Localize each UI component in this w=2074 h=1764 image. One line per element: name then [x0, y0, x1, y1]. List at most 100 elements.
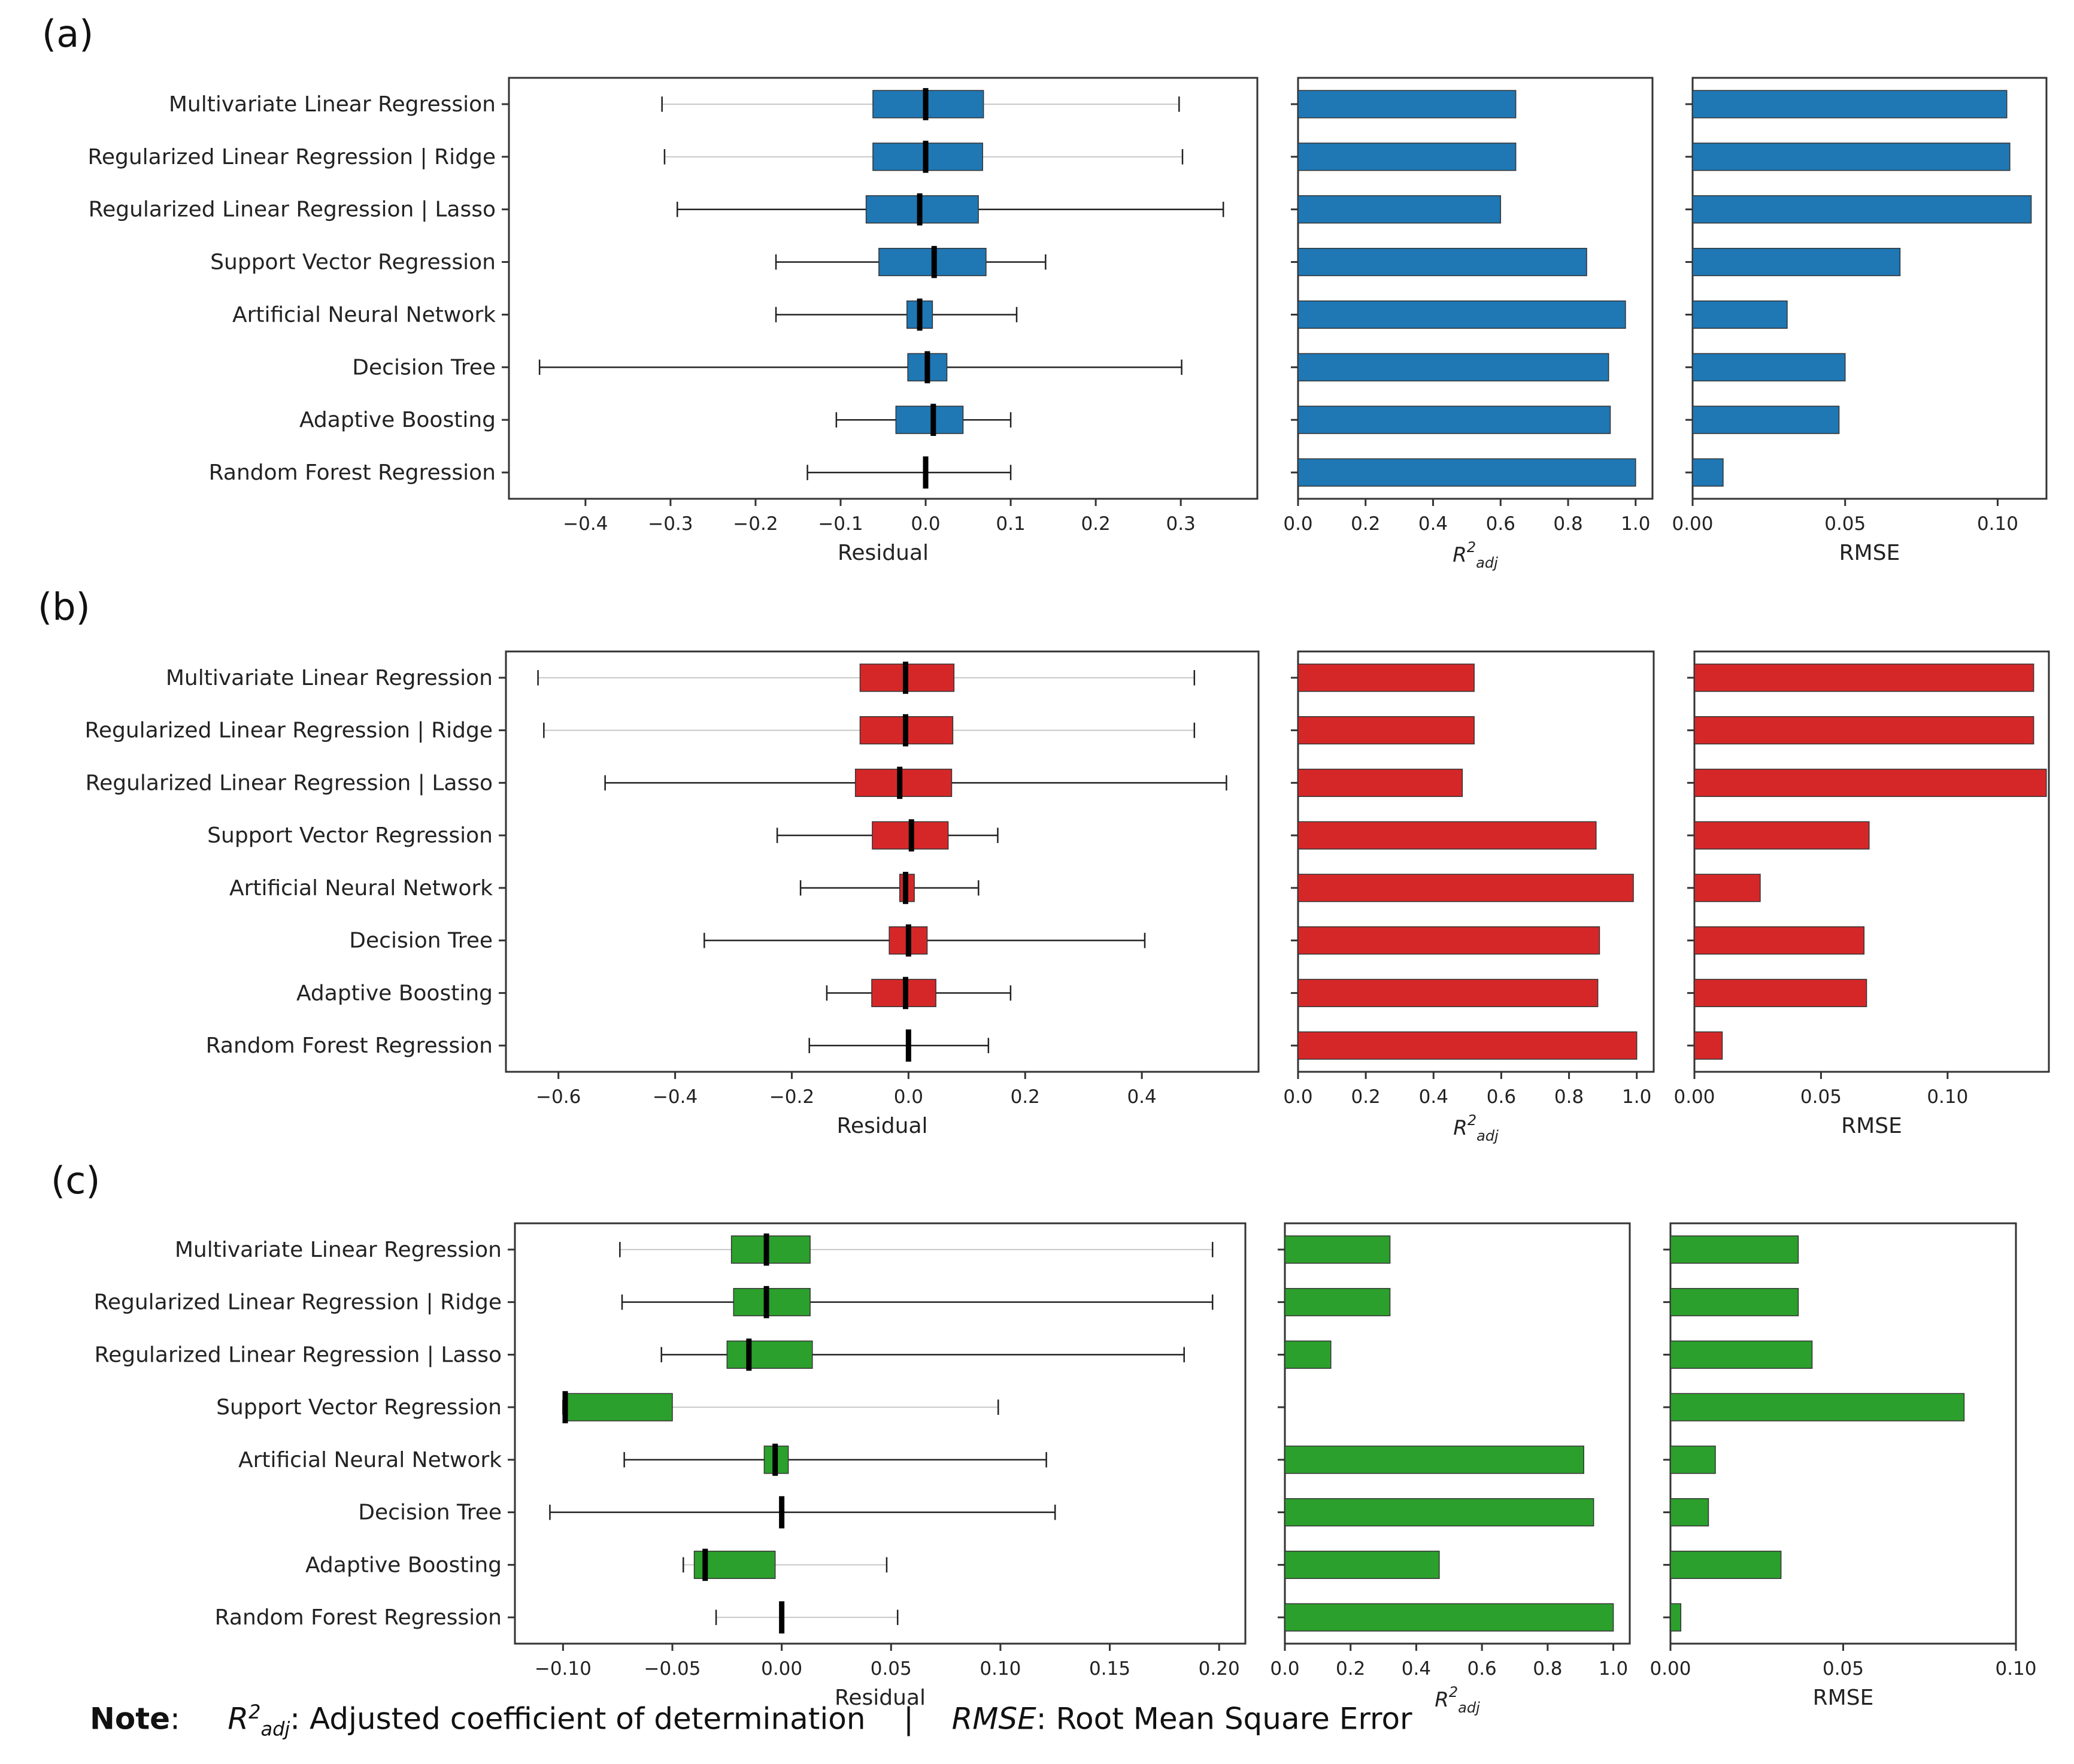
rmse-axis-title: RMSE [1839, 541, 1900, 565]
residual-axis-title: Residual [838, 541, 929, 565]
note-divider: | [903, 1701, 914, 1736]
r2-x-tick-label: 0.4 [1402, 1658, 1431, 1680]
model-label: Artificial Neural Network [229, 876, 493, 901]
rmse-bar [1670, 1445, 1716, 1474]
r2-x-tick-label: 0.4 [1419, 1086, 1448, 1108]
residual-axes-frame [514, 1222, 1247, 1645]
iqr-box [730, 1235, 811, 1264]
iqr-box [854, 768, 953, 797]
rmse-bar [1670, 1288, 1799, 1317]
residual-x-tick-label: −0.4 [653, 1086, 698, 1108]
model-label: Regularized Linear Regression | Lasso [89, 198, 496, 222]
rmse-bar [1692, 353, 1846, 381]
r2-bar [1297, 247, 1587, 277]
note-r2-superscript: 2 [248, 1701, 261, 1723]
rmse-axes-frame [1691, 77, 2048, 500]
r2-bar [1297, 768, 1463, 797]
r2-x-tick-label: 1.0 [1599, 1658, 1628, 1680]
residual-x-tick-label: 0.3 [1166, 513, 1196, 535]
r2-x-tick-label: 0.0 [1283, 1086, 1312, 1108]
note-r2-subscript: adj [260, 1717, 290, 1741]
rmse-bar [1670, 1393, 1965, 1421]
model-label: Artificial Neural Network [232, 302, 496, 327]
r2-axes-frame [1297, 650, 1655, 1073]
rmse-bar [1670, 1498, 1709, 1527]
note-rmse-text: : Root Mean Square Error [1036, 1701, 1412, 1736]
rmse-bar [1694, 1031, 1723, 1060]
panel-label: (b) [38, 585, 90, 629]
rmse-bar [1694, 821, 1870, 850]
rmse-bar [1692, 247, 1901, 277]
r2-x-tick-label: 0.6 [1467, 1658, 1496, 1680]
r2-bar [1297, 926, 1600, 955]
model-label: Random Forest Regression [206, 1033, 493, 1058]
r2-axes-frame [1284, 1222, 1631, 1645]
rmse-bar [1670, 1340, 1813, 1369]
model-label: Decision Tree [352, 355, 496, 380]
residual-x-tick-label: −0.10 [535, 1658, 592, 1680]
rmse-axes-frame [1669, 1222, 2017, 1645]
model-label: Regularized Linear Regression | Lasso [86, 771, 493, 795]
rmse-x-tick-label: 0.10 [1977, 513, 2018, 535]
rmse-x-tick-label: 0.05 [1824, 513, 1866, 535]
model-label: Multivariate Linear Regression [175, 1238, 502, 1262]
residual-axes-frame [508, 77, 1259, 500]
r2-bar [1284, 1603, 1614, 1632]
r2-bar [1297, 874, 1634, 902]
iqr-box [726, 1340, 813, 1369]
r2-x-tick-label: 0.0 [1283, 513, 1312, 535]
r2-bar [1284, 1288, 1391, 1317]
r2-x-tick-label: 0.8 [1553, 513, 1582, 535]
residual-x-tick-label: 0.2 [1081, 513, 1110, 535]
iqr-box [562, 1393, 673, 1421]
r2-x-tick-label: 0.2 [1351, 1086, 1380, 1108]
r2-x-tick-label: 1.0 [1621, 513, 1650, 535]
model-label: Support Vector Regression [207, 823, 493, 848]
model-label: Regularized Linear Regression | Ridge [93, 1290, 502, 1315]
residual-x-tick-label: 0.00 [761, 1658, 802, 1680]
residual-x-tick-label: 0.0 [911, 513, 940, 535]
rmse-bar [1670, 1550, 1782, 1579]
rmse-bar [1692, 300, 1788, 329]
residual-x-tick-label: −0.2 [769, 1086, 814, 1108]
r2-axes-frame [1297, 77, 1654, 500]
r2-bar [1297, 821, 1597, 850]
model-label: Regularized Linear Regression | Ridge [84, 719, 493, 743]
model-label: Random Forest Regression [209, 460, 496, 485]
r2-bar [1297, 353, 1609, 381]
model-label: Multivariate Linear Regression [166, 666, 493, 690]
rmse-bar [1694, 926, 1865, 955]
r2-bar [1284, 1550, 1440, 1579]
model-label: Decision Tree [358, 1501, 502, 1525]
rmse-x-tick-label: 0.10 [1995, 1658, 2036, 1680]
r2-x-tick-label: 0.0 [1270, 1658, 1299, 1680]
rmse-x-tick-label: 0.00 [1672, 513, 1713, 535]
rmse-x-tick-label: 0.10 [1927, 1086, 1968, 1108]
r2-x-tick-label: 0.2 [1351, 513, 1380, 535]
r2-x-tick-label: 0.6 [1487, 1086, 1516, 1108]
rmse-bar [1694, 716, 2034, 745]
r2-bar [1297, 300, 1626, 329]
r2-bar [1297, 716, 1475, 745]
rmse-bar [1670, 1235, 1799, 1264]
model-label: Support Vector Regression [216, 1395, 502, 1420]
rmse-bar [1692, 90, 2008, 119]
r2-bar [1297, 195, 1502, 224]
r2-bar [1297, 978, 1599, 1007]
model-label: Adaptive Boosting [299, 408, 496, 432]
model-label: Regularized Linear Regression | Lasso [95, 1342, 502, 1367]
note-label: Note [90, 1701, 171, 1736]
r2-bar [1284, 1445, 1584, 1474]
r2-x-tick-label: 0.6 [1486, 513, 1515, 535]
residual-axis-title: Residual [835, 1686, 926, 1710]
r2-axis-title: R2adj [1453, 1112, 1499, 1144]
rmse-x-tick-label: 0.00 [1650, 1658, 1691, 1680]
rmse-bar [1694, 663, 2034, 692]
residual-x-tick-label: −0.05 [644, 1658, 701, 1680]
model-label: Multivariate Linear Regression [169, 92, 496, 117]
residual-x-tick-label: −0.6 [536, 1086, 581, 1108]
residual-x-tick-label: 0.10 [980, 1658, 1021, 1680]
note-colon: : [170, 1701, 180, 1736]
rmse-x-tick-label: 0.00 [1673, 1086, 1715, 1108]
panel-label: (c) [51, 1159, 100, 1202]
